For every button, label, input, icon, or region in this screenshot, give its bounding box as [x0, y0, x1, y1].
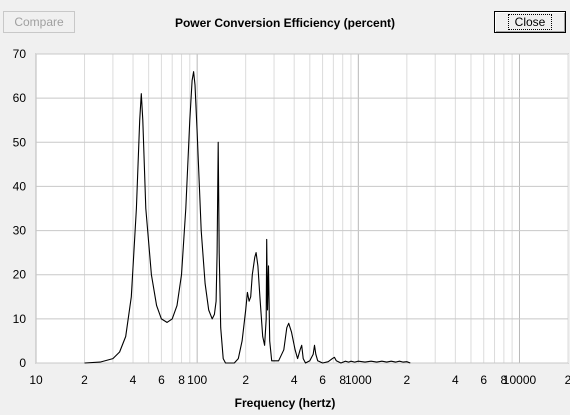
chart-title: Power Conversion Efficiency (percent) [174, 16, 396, 30]
y-tick-label: 0 [19, 356, 26, 370]
x-axis-label: Frequency (hertz) [234, 396, 336, 410]
x-tick-label: 2 [565, 373, 570, 387]
plot-area [35, 53, 569, 364]
y-axis-ticks: 0 10 20 30 40 50 60 70 [13, 47, 27, 370]
x-tick-label: 6 [319, 373, 326, 387]
x-tick-label: 8 [178, 373, 185, 387]
grid-lines [35, 53, 569, 364]
x-tick-label: 8 [339, 373, 346, 387]
compare-button-label: Compare [14, 15, 64, 29]
x-tick-label: 100 [187, 373, 207, 387]
close-button-label: Close [507, 14, 553, 30]
x-tick-label: 4 [452, 373, 459, 387]
x-tick-label: 10 [29, 373, 43, 387]
x-tick-label: 2 [242, 373, 249, 387]
y-tick-label: 10 [13, 312, 27, 326]
y-tick-label: 20 [13, 268, 27, 282]
y-tick-label: 40 [13, 179, 27, 193]
y-tick-label: 60 [13, 91, 27, 105]
series-group [84, 71, 411, 364]
x-tick-label: 2 [403, 373, 410, 387]
close-button[interactable]: Close [494, 11, 566, 33]
series-line [84, 71, 411, 364]
x-tick-label: 2 [81, 373, 88, 387]
compare-button[interactable]: Compare [3, 11, 75, 33]
x-tick-label: 8 [501, 373, 508, 387]
x-tick-label: 6 [480, 373, 487, 387]
x-tick-label: 1000 [345, 373, 372, 387]
x-tick-label: 4 [291, 373, 298, 387]
x-tick-label: 4 [130, 373, 137, 387]
x-tick-label: 10000 [503, 373, 537, 387]
x-tick-label: 6 [158, 373, 165, 387]
y-tick-label: 70 [13, 47, 27, 61]
y-tick-label: 30 [13, 224, 27, 238]
y-tick-label: 50 [13, 135, 27, 149]
